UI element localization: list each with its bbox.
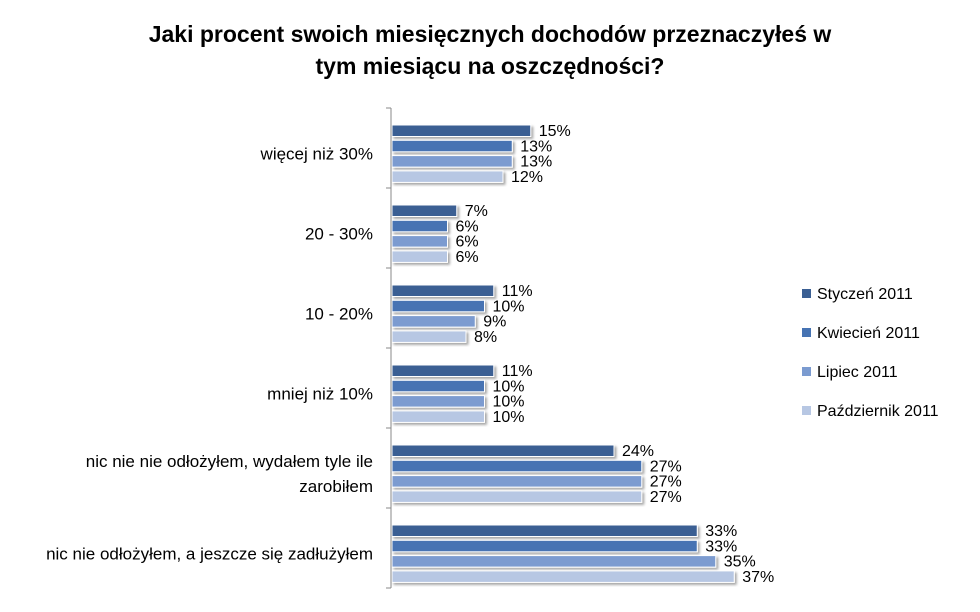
bar (391, 155, 513, 168)
legend-swatch (802, 406, 811, 415)
data-label: 27% (650, 474, 682, 491)
data-label: 35% (724, 554, 756, 571)
bar (391, 444, 615, 457)
bar (391, 139, 513, 153)
data-label: 10% (493, 394, 525, 411)
data-label: 11% (502, 283, 533, 300)
bar (391, 395, 485, 408)
data-label: 15% (539, 123, 571, 140)
legend-swatch (802, 289, 811, 298)
bar (391, 219, 448, 233)
data-label: 10% (493, 298, 525, 315)
data-label: 7% (465, 203, 488, 220)
bar (391, 570, 735, 583)
plot-area: więcej niż 30%15%13%13%12%20 - 30%7%6%6%… (46, 107, 774, 589)
category-label: zarobiłem (299, 477, 373, 496)
category-label: mniej niż 10% (267, 385, 373, 404)
legend: Styczeń 2011 Kwiecień 2011 Lipiec 2011 Paźd… (802, 286, 939, 420)
bar (391, 299, 485, 313)
bar (391, 315, 476, 328)
category-label: więcej niż 30% (260, 145, 373, 164)
bar (391, 475, 643, 488)
bar (391, 170, 504, 183)
bar (391, 124, 532, 137)
legend-swatch (802, 328, 811, 337)
category-label: nic nie odłożyłem, a jeszcze się zadłuży… (46, 545, 373, 564)
bar (391, 235, 448, 248)
data-label: 10% (493, 409, 525, 426)
data-label: 33% (705, 538, 737, 555)
legend-label: Kwiecień 2011 (817, 325, 920, 342)
data-label: 27% (650, 458, 682, 475)
data-label: 6% (456, 218, 479, 235)
data-label: 6% (456, 234, 479, 251)
chart-title-line-2: tym miesiącu na oszczędności? (315, 53, 665, 79)
data-label: 12% (511, 169, 543, 186)
data-label: 11% (502, 363, 533, 380)
data-label: 9% (483, 314, 506, 331)
bar (391, 204, 458, 217)
bar (391, 250, 448, 263)
bar (391, 490, 643, 503)
chart-title-line-1: Jaki procent swoich miesięcznych dochodó… (148, 21, 832, 47)
legend-swatch (802, 367, 811, 376)
data-label: 27% (650, 489, 682, 506)
bar (391, 284, 495, 297)
category-label: nic nie nie odłożyłem, wydałem tyle ile (86, 452, 373, 471)
chart-title: Jaki procent swoich miesięcznych dochodó… (0, 18, 980, 82)
data-label: 13% (520, 138, 552, 155)
bar (391, 524, 698, 537)
data-label: 6% (456, 249, 479, 266)
data-label: 8% (474, 329, 497, 346)
legend-label: Styczeń 2011 (817, 286, 913, 303)
bar (391, 364, 495, 377)
legend-label: Lipiec 2011 (817, 364, 898, 381)
bar (391, 410, 485, 423)
bar (391, 379, 485, 393)
category-label: 10 - 20% (305, 305, 373, 324)
bar (391, 459, 643, 473)
bar (391, 330, 467, 343)
legend-label: Październik 2011 (817, 403, 939, 420)
data-label: 13% (520, 154, 552, 171)
bar (391, 539, 698, 553)
data-label: 33% (705, 523, 737, 540)
data-label: 37% (742, 569, 774, 586)
data-label: 10% (493, 378, 525, 395)
data-label: 24% (622, 443, 654, 460)
bar (391, 555, 717, 568)
category-label: 20 - 30% (305, 225, 373, 244)
